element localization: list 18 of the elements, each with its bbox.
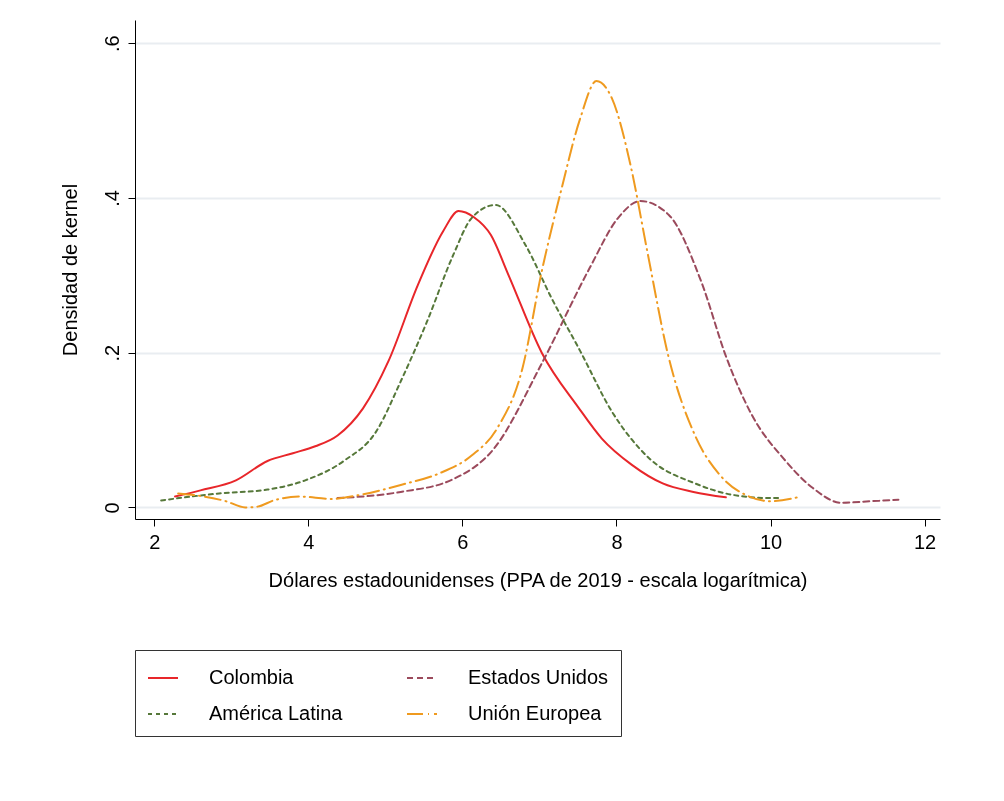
x-tick-label: 6 (457, 530, 469, 553)
legend-label: Unión Europea (468, 702, 603, 724)
y-tick-label: .4 (100, 190, 123, 207)
line-series (177, 80, 799, 509)
x-tick-label: 2 (149, 530, 161, 553)
legend-label: Estados Unidos (468, 666, 609, 688)
y-axis-title: Densidad de kernel (58, 183, 81, 357)
y-tick-label: 0 (100, 502, 123, 514)
y-tick-label: .2 (100, 344, 123, 362)
legend-label: América Latina (209, 702, 344, 724)
line-series (336, 200, 900, 504)
x-tick-label: 10 (759, 530, 783, 553)
x-tick-label: 12 (913, 530, 937, 553)
x-tick-label: 8 (611, 530, 623, 553)
legend-label: Colombia (209, 666, 295, 688)
x-axis-title: Dólares estadounidenses (PPA de 2019 - escala logarítmica) (268, 568, 808, 591)
y-tick-label: .6 (100, 35, 123, 53)
x-tick-label: 4 (303, 530, 315, 553)
